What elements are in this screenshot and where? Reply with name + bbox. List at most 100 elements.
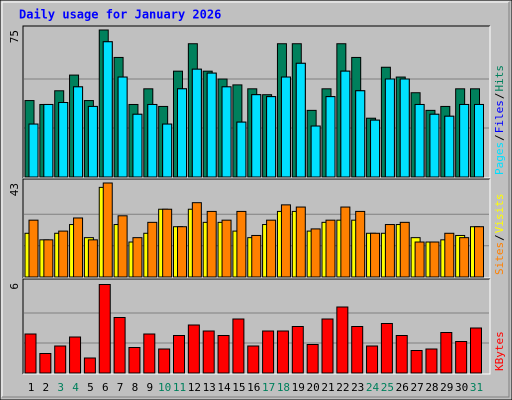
bar bbox=[102, 41, 113, 178]
bar bbox=[429, 113, 440, 178]
legend-separator: / bbox=[493, 234, 506, 241]
bar bbox=[132, 237, 143, 278]
bar bbox=[410, 350, 423, 374]
bar bbox=[221, 86, 232, 178]
panel-frame bbox=[23, 26, 491, 179]
legend-separator: / bbox=[493, 134, 506, 141]
bar bbox=[58, 230, 69, 278]
bar bbox=[370, 119, 381, 178]
x-tick-label: 23 bbox=[351, 381, 364, 394]
bar bbox=[459, 103, 470, 178]
bar bbox=[206, 210, 217, 278]
bar bbox=[69, 336, 82, 374]
legend-separator: / bbox=[493, 93, 506, 100]
bar bbox=[117, 215, 128, 278]
bar bbox=[251, 94, 262, 178]
bar bbox=[266, 219, 277, 278]
x-tick-label: 22 bbox=[336, 381, 349, 394]
x-tick-label: 6 bbox=[102, 381, 109, 394]
panel-frame bbox=[23, 179, 491, 279]
bar bbox=[444, 232, 455, 278]
bar bbox=[355, 210, 366, 278]
bar bbox=[87, 105, 98, 178]
bar bbox=[158, 348, 171, 374]
panel-frame bbox=[22, 178, 490, 278]
bar bbox=[276, 330, 289, 374]
bar bbox=[191, 202, 202, 278]
x-tick-label: 16 bbox=[247, 381, 260, 394]
x-tick-label: 12 bbox=[188, 381, 201, 394]
bar bbox=[191, 68, 202, 178]
bar bbox=[73, 217, 84, 278]
bar bbox=[173, 335, 185, 374]
x-tick-label: 9 bbox=[146, 381, 153, 394]
bar bbox=[395, 335, 408, 374]
x-tick-label: 17 bbox=[262, 381, 275, 394]
bar bbox=[206, 72, 217, 178]
chart-title: Daily usage for January 2026 bbox=[19, 8, 221, 22]
bar bbox=[73, 86, 84, 178]
bar bbox=[132, 113, 143, 178]
bar bbox=[43, 103, 54, 178]
bar bbox=[177, 88, 187, 178]
bar bbox=[444, 115, 455, 178]
bar bbox=[470, 327, 482, 374]
x-tick-label: 24 bbox=[366, 381, 380, 394]
bar bbox=[370, 232, 381, 278]
x-tick-label: 10 bbox=[158, 381, 171, 394]
bar bbox=[98, 284, 111, 374]
bar bbox=[247, 345, 260, 374]
panel-frame bbox=[22, 25, 490, 178]
bar bbox=[384, 78, 395, 178]
bar bbox=[147, 103, 158, 178]
legend-entry: Hits bbox=[493, 65, 506, 92]
bar bbox=[429, 241, 440, 278]
bar bbox=[39, 353, 52, 374]
bar bbox=[162, 208, 173, 278]
bar bbox=[162, 123, 173, 178]
bar bbox=[187, 324, 200, 374]
x-tick-label: 26 bbox=[396, 381, 409, 394]
x-tick-label: 29 bbox=[440, 381, 453, 394]
bar bbox=[291, 326, 304, 374]
bar bbox=[325, 219, 336, 278]
bar bbox=[384, 224, 395, 278]
x-tick-label: 8 bbox=[132, 381, 139, 394]
bar bbox=[336, 306, 349, 374]
x-tick-label: 19 bbox=[292, 381, 305, 394]
bar bbox=[236, 210, 247, 278]
bar bbox=[380, 323, 393, 374]
legend-entry: Sites bbox=[493, 242, 506, 275]
bar bbox=[117, 76, 128, 178]
bar bbox=[262, 330, 275, 374]
bar bbox=[306, 344, 319, 374]
bar bbox=[355, 90, 366, 178]
bar bbox=[147, 221, 158, 278]
x-tick-label: 7 bbox=[117, 381, 124, 394]
x-tick-label: 3 bbox=[57, 381, 64, 394]
x-tick-label: 13 bbox=[203, 381, 216, 394]
x-tick-label: 14 bbox=[217, 381, 231, 394]
legend-entry: Visits bbox=[493, 194, 506, 234]
bar bbox=[221, 219, 232, 278]
bar bbox=[325, 96, 336, 178]
legend-entry: Files bbox=[493, 100, 506, 133]
x-tick-label: 27 bbox=[410, 381, 423, 394]
bar bbox=[217, 335, 230, 374]
bar bbox=[295, 206, 306, 278]
y-tick-label: 43 bbox=[8, 183, 21, 196]
bar bbox=[280, 204, 291, 278]
bar bbox=[399, 78, 410, 178]
bar bbox=[414, 241, 425, 278]
bar bbox=[128, 347, 141, 374]
x-tick-label: 20 bbox=[307, 381, 320, 394]
x-tick-label: 4 bbox=[72, 381, 79, 394]
bar bbox=[83, 357, 96, 374]
bar bbox=[28, 123, 39, 178]
bar bbox=[28, 219, 39, 278]
x-tick-label: 2 bbox=[43, 381, 50, 394]
bar bbox=[232, 318, 245, 374]
